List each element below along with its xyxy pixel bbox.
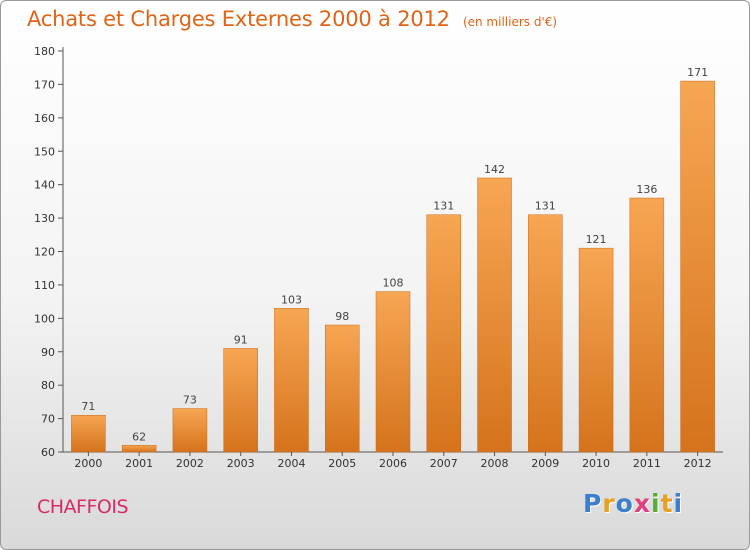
bar-value-label: 136 xyxy=(636,183,657,196)
x-tick-label: 2005 xyxy=(328,457,356,470)
x-tick-label: 2010 xyxy=(582,457,610,470)
x-tick-label: 2004 xyxy=(277,457,305,470)
bar-value-label: 73 xyxy=(183,394,197,407)
bar xyxy=(274,308,309,453)
y-tick-label: 150 xyxy=(34,145,55,158)
bar-value-label: 103 xyxy=(281,293,302,306)
x-tick-label: 2002 xyxy=(176,457,204,470)
bar-value-label: 98 xyxy=(335,310,349,323)
x-tick-label: 2001 xyxy=(125,457,153,470)
bar xyxy=(223,348,258,453)
bar xyxy=(578,247,614,453)
y-tick-label: 180 xyxy=(34,45,55,58)
bar-value-label: 131 xyxy=(535,200,556,213)
bar xyxy=(680,80,715,453)
bar xyxy=(324,324,360,453)
x-tick-label: 2000 xyxy=(74,457,102,470)
bar xyxy=(629,197,665,453)
bar xyxy=(375,291,411,453)
chart-title-block: Achats et Charges Externes 2000 à 2012 (… xyxy=(27,7,557,31)
bar xyxy=(426,214,462,453)
proxiti-logo: Proxiti xyxy=(583,489,684,518)
y-tick-label: 110 xyxy=(34,279,55,292)
y-tick-label: 90 xyxy=(41,346,55,359)
bar-value-label: 91 xyxy=(234,333,248,346)
bar xyxy=(172,408,208,453)
bar-value-label: 171 xyxy=(687,66,708,79)
bar xyxy=(477,177,512,453)
x-tick-label: 2008 xyxy=(481,457,509,470)
y-tick-label: 170 xyxy=(34,78,55,91)
y-tick-label: 100 xyxy=(34,312,55,325)
x-tick-label: 2012 xyxy=(684,457,712,470)
x-tick-label: 2003 xyxy=(227,457,255,470)
x-tick-label: 2007 xyxy=(430,457,458,470)
y-tick-label: 120 xyxy=(34,246,55,259)
commune-name: CHAFFOIS xyxy=(37,496,129,518)
x-tick-label: 2009 xyxy=(531,457,559,470)
x-tick-label: 2006 xyxy=(379,457,407,470)
bar-value-label: 62 xyxy=(132,430,146,443)
bar xyxy=(528,214,563,453)
bar-value-label: 142 xyxy=(484,163,505,176)
chart-subtitle: (en milliers d'€) xyxy=(462,15,558,29)
y-tick-label: 60 xyxy=(41,446,55,459)
y-tick-label: 130 xyxy=(34,212,55,225)
x-tick-label: 2011 xyxy=(633,457,661,470)
y-tick-label: 160 xyxy=(34,112,55,125)
y-tick-label: 70 xyxy=(41,413,55,426)
bar xyxy=(71,414,106,453)
bar-value-label: 108 xyxy=(383,277,404,290)
bar-value-label: 71 xyxy=(81,400,95,413)
bar-value-label: 131 xyxy=(433,200,454,213)
bar xyxy=(121,445,157,453)
bar-value-label: 121 xyxy=(586,233,607,246)
y-tick-label: 140 xyxy=(34,179,55,192)
chart-title: Achats et Charges Externes 2000 à 2012 xyxy=(27,7,450,31)
y-tick-label: 80 xyxy=(41,379,55,392)
